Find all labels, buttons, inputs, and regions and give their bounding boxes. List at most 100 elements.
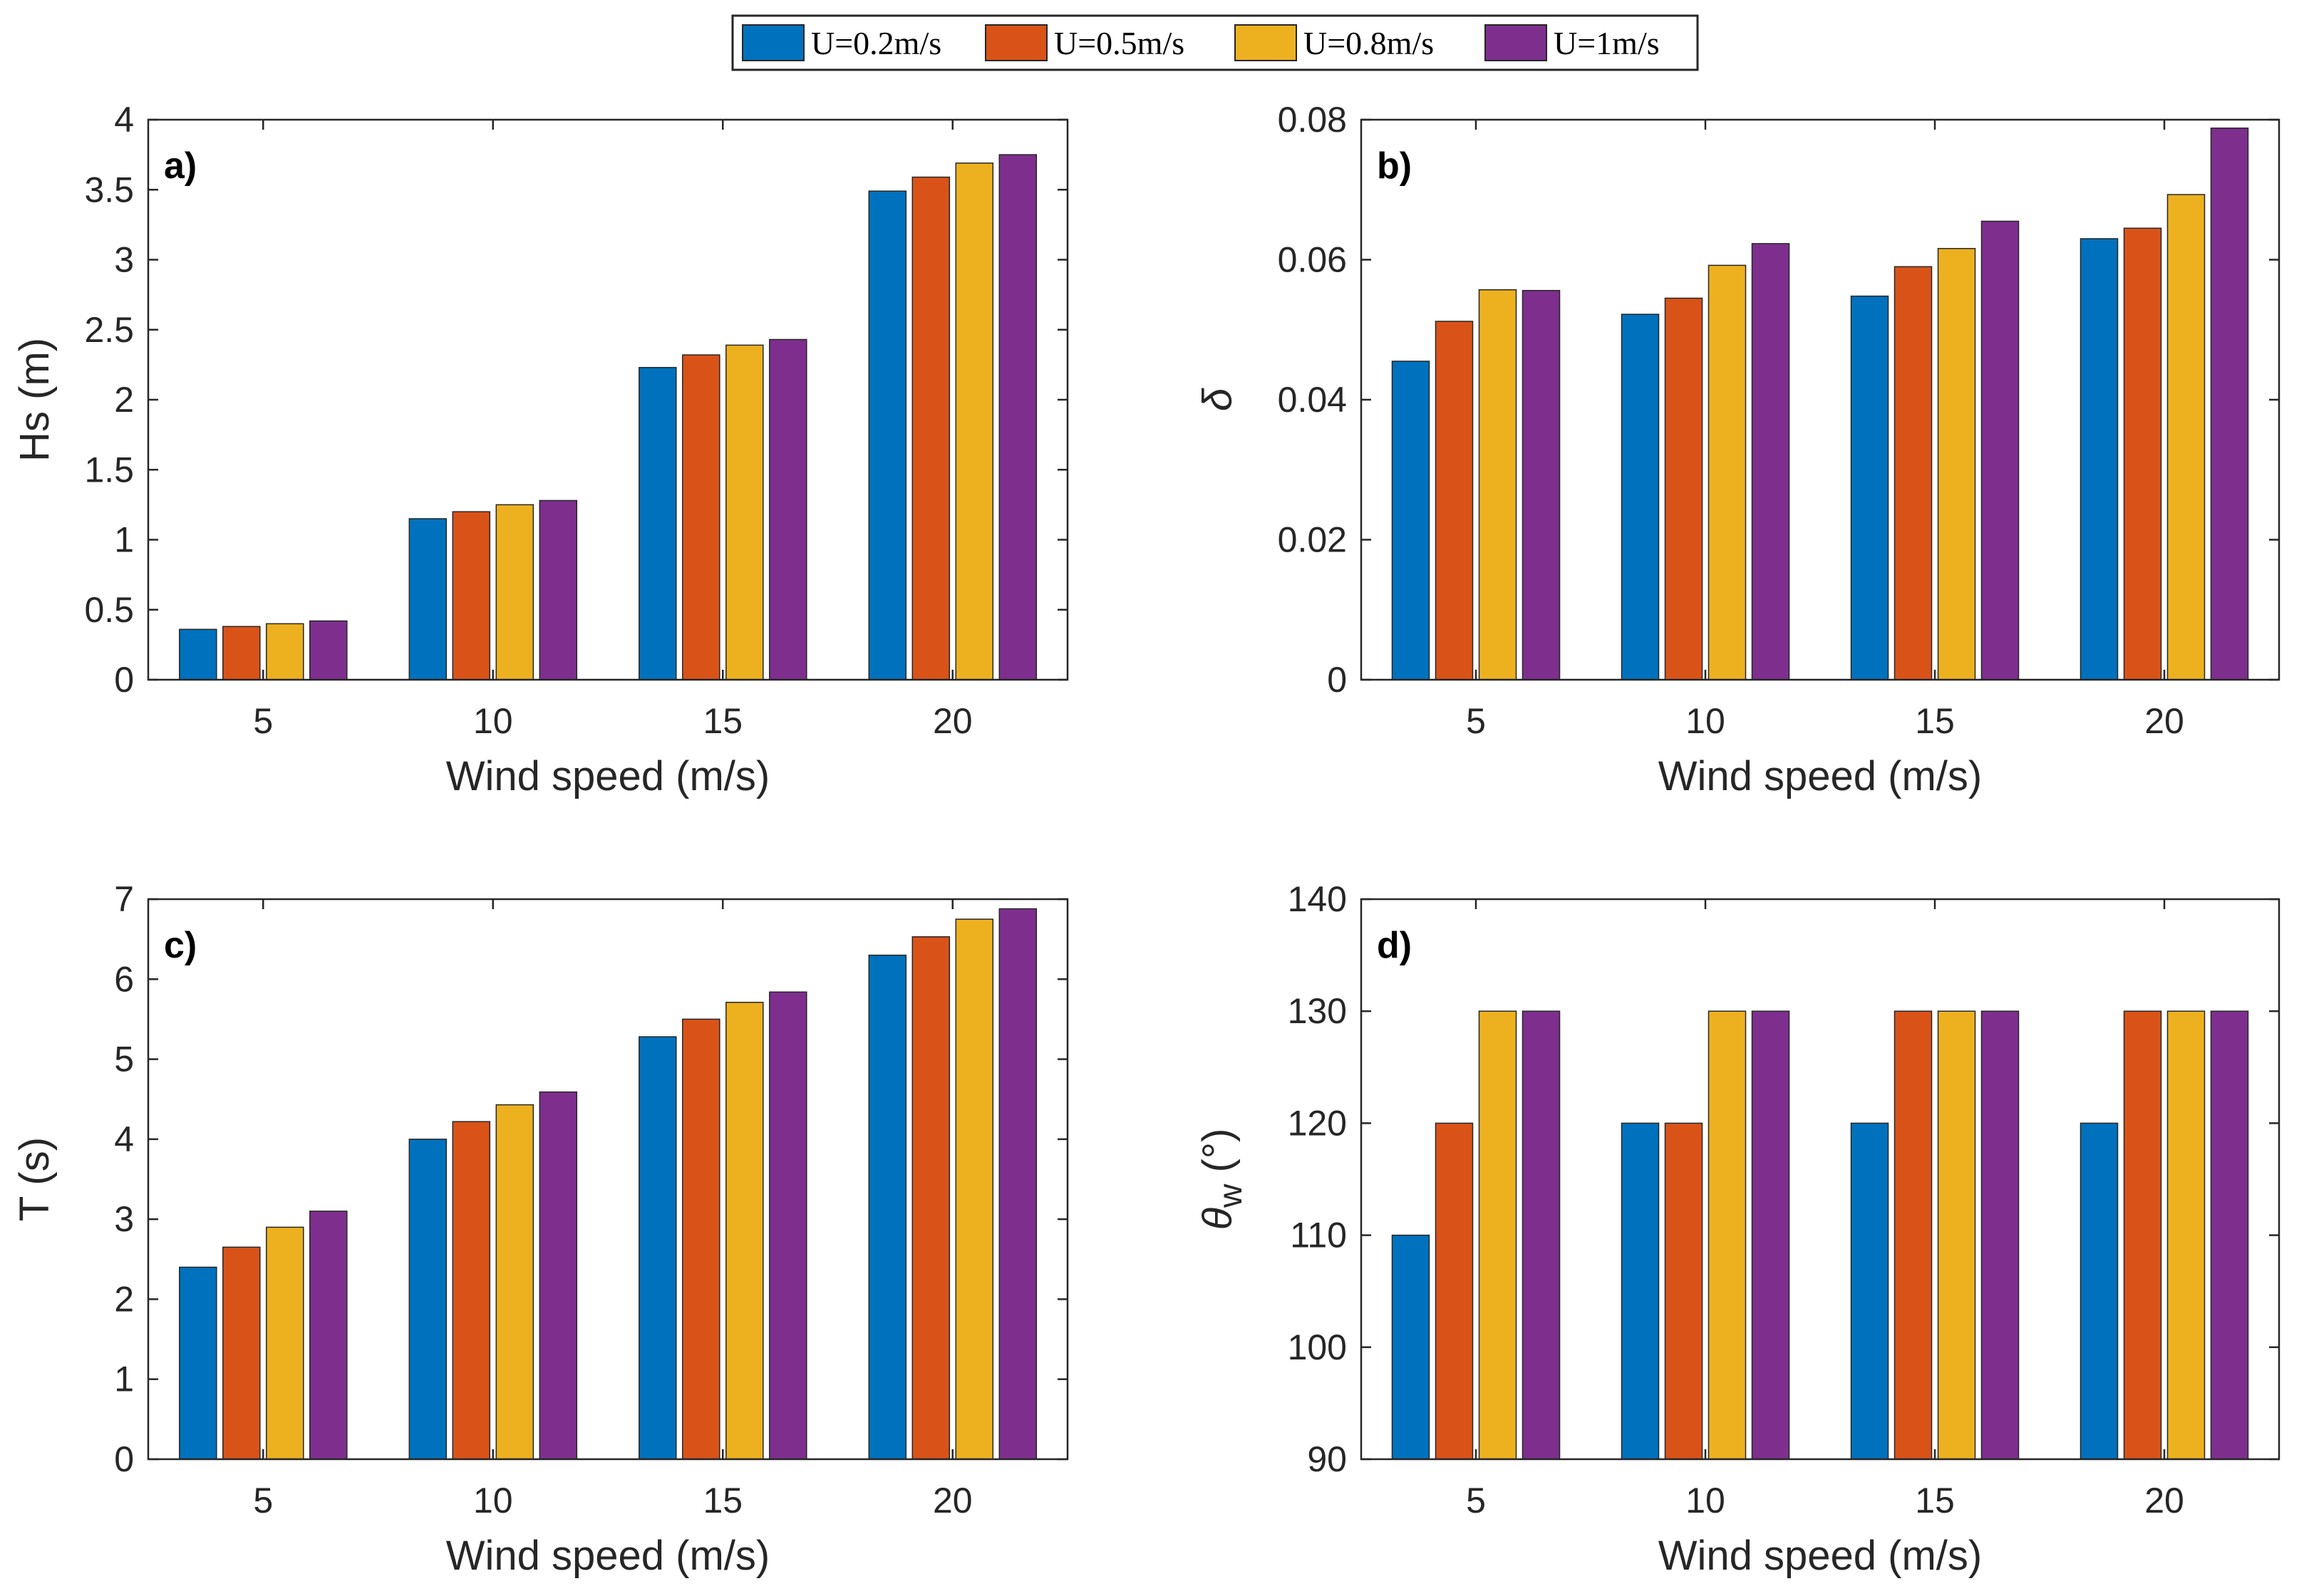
bar-b-series1-cat3 xyxy=(2123,227,2162,680)
bar-b-series2-cat1 xyxy=(1708,264,1747,680)
bar-c-series0-cat2 xyxy=(639,1036,677,1460)
ytick-label-c-4: 4 xyxy=(114,1119,134,1159)
xlabel-b: Wind speed (m/s) xyxy=(1658,753,1982,799)
bar-b-series0-cat2 xyxy=(1850,295,1889,680)
ylabel-c: T (s) xyxy=(11,1137,58,1221)
bar-c-series2-cat1 xyxy=(495,1104,534,1460)
bar-a-series3-cat0 xyxy=(309,620,348,680)
bar-c-series3-cat2 xyxy=(769,991,807,1460)
xtick-label-b-2: 15 xyxy=(1915,701,1955,741)
bar-c-series3-cat0 xyxy=(309,1211,348,1460)
legend-swatch-0 xyxy=(742,24,805,61)
bar-d-series0-cat0 xyxy=(1391,1234,1430,1460)
ytick-label-b-2: 0.04 xyxy=(1278,380,1347,420)
panel-label-a: a) xyxy=(164,145,197,187)
xtick-label-b-0: 5 xyxy=(1466,701,1486,741)
bar-a-series3-cat1 xyxy=(539,499,578,680)
ytick-label-d-0: 90 xyxy=(1307,1439,1347,1479)
panel-b: 0 0.02 0.04 0.06 0.08 5 10 15 20 Wind speed (m/s)… xyxy=(1194,100,2280,799)
xlabel-a: Wind speed (m/s) xyxy=(446,753,770,799)
xlabel-c: Wind speed (m/s) xyxy=(446,1533,770,1579)
bar-d-series0-cat1 xyxy=(1621,1122,1660,1460)
bar-a-series0-cat1 xyxy=(408,518,448,680)
panel-label-c: c) xyxy=(164,925,197,966)
bar-a-series0-cat0 xyxy=(179,628,217,680)
ytick-label-c-5: 5 xyxy=(114,1040,134,1079)
ytick-label-a-6: 3 xyxy=(114,240,134,280)
bar-b-series1-cat2 xyxy=(1894,266,1933,680)
panel-a: 0 0.5 1 1.5 2 2.5 3 3.5 4 5 10 15 20 Wind speed (m/s)… xyxy=(11,100,1069,799)
ytick-label-b-4: 0.08 xyxy=(1278,100,1347,140)
bar-d-series0-cat3 xyxy=(2080,1122,2119,1460)
legend-swatch-3 xyxy=(1484,24,1547,61)
bar-d-series2-cat0 xyxy=(1478,1010,1517,1460)
bar-d-series3-cat3 xyxy=(2210,1010,2249,1460)
panel-label-b: b) xyxy=(1377,145,1412,187)
bar-b-series3-cat1 xyxy=(1751,243,1790,680)
xtick-label-a-1: 10 xyxy=(473,701,513,741)
xtick-label-c-2: 15 xyxy=(703,1481,743,1520)
bar-d-series1-cat3 xyxy=(2123,1010,2162,1460)
ytick-label-b-1: 0.02 xyxy=(1278,520,1347,560)
bar-c-series0-cat1 xyxy=(408,1139,448,1460)
bar-a-series1-cat2 xyxy=(682,354,720,680)
bar-b-series1-cat0 xyxy=(1435,321,1474,680)
bar-b-series0-cat1 xyxy=(1621,314,1660,680)
bar-a-series2-cat3 xyxy=(955,162,994,680)
xtick-label-d-3: 20 xyxy=(2144,1481,2184,1520)
xtick-label-c-1: 10 xyxy=(473,1481,513,1520)
bar-b-series2-cat3 xyxy=(2166,194,2206,680)
bar-a-series2-cat1 xyxy=(495,504,534,680)
ytick-label-c-2: 2 xyxy=(114,1279,134,1319)
ytick-label-d-5: 140 xyxy=(1288,879,1347,919)
legend: U=0.2m/s U=0.5m/s U=0.8m/s U=1m/s xyxy=(731,14,1699,71)
bar-a-series1-cat1 xyxy=(452,511,491,680)
ytick-label-a-8: 4 xyxy=(114,100,134,140)
xtick-label-d-1: 10 xyxy=(1685,1481,1725,1520)
ytick-label-d-3: 120 xyxy=(1288,1103,1347,1143)
bar-c-series3-cat1 xyxy=(539,1091,578,1460)
xtick-label-a-3: 20 xyxy=(933,701,973,741)
legend-swatch-1 xyxy=(985,24,1048,61)
bar-c-series1-cat1 xyxy=(452,1121,491,1460)
ytick-label-b-3: 0.06 xyxy=(1278,240,1347,280)
legend-label-1: U=0.5m/s xyxy=(1054,25,1184,61)
bar-a-series0-cat3 xyxy=(868,190,907,680)
ylabel-b: δ xyxy=(1194,388,1241,411)
bar-b-series0-cat3 xyxy=(2080,238,2119,680)
xtick-label-c-0: 5 xyxy=(253,1481,273,1520)
legend-label-2: U=0.8m/s xyxy=(1303,25,1434,61)
bar-a-series2-cat0 xyxy=(266,623,304,680)
xtick-label-c-3: 20 xyxy=(933,1481,973,1520)
bar-c-series1-cat2 xyxy=(682,1018,720,1460)
bar-b-series2-cat2 xyxy=(1937,248,1976,680)
ytick-label-d-1: 100 xyxy=(1288,1327,1347,1367)
axes-box-d xyxy=(1360,898,2280,1461)
ylabel-unit-d: (°) xyxy=(1194,1129,1241,1184)
bar-a-series3-cat2 xyxy=(769,338,807,680)
xlabel-d: Wind speed (m/s) xyxy=(1658,1533,1982,1579)
xtick-label-d-0: 5 xyxy=(1466,1481,1486,1520)
xtick-label-a-0: 5 xyxy=(253,701,273,741)
bar-c-series3-cat3 xyxy=(998,908,1038,1460)
panel-c: 0 1 2 3 4 5 6 7 5 10 15 20 Wind speed (m/s) T (s) c) xyxy=(11,879,1069,1579)
xtick-label-d-2: 15 xyxy=(1915,1481,1955,1520)
bar-c-series2-cat0 xyxy=(266,1226,304,1460)
xtick-label-a-2: 15 xyxy=(703,701,743,741)
bar-a-series1-cat0 xyxy=(222,626,261,680)
bar-b-series3-cat0 xyxy=(1522,289,1561,680)
bar-c-series0-cat3 xyxy=(868,954,907,1460)
ytick-label-c-3: 3 xyxy=(114,1199,134,1239)
ytick-label-a-0: 0 xyxy=(114,660,134,700)
panel-label-d: d) xyxy=(1377,925,1412,966)
bar-d-series3-cat0 xyxy=(1522,1010,1561,1460)
bar-d-series3-cat2 xyxy=(1980,1010,2020,1460)
ytick-label-a-7: 3.5 xyxy=(84,170,134,209)
legend-label-0: U=0.2m/s xyxy=(811,25,941,61)
bar-d-series2-cat2 xyxy=(1937,1010,1976,1460)
bar-d-series2-cat3 xyxy=(2166,1010,2206,1460)
bar-d-series0-cat2 xyxy=(1850,1122,1889,1460)
ytick-label-a-2: 1 xyxy=(114,520,134,560)
bar-d-series3-cat1 xyxy=(1751,1010,1790,1460)
ytick-label-a-4: 2 xyxy=(114,380,134,420)
